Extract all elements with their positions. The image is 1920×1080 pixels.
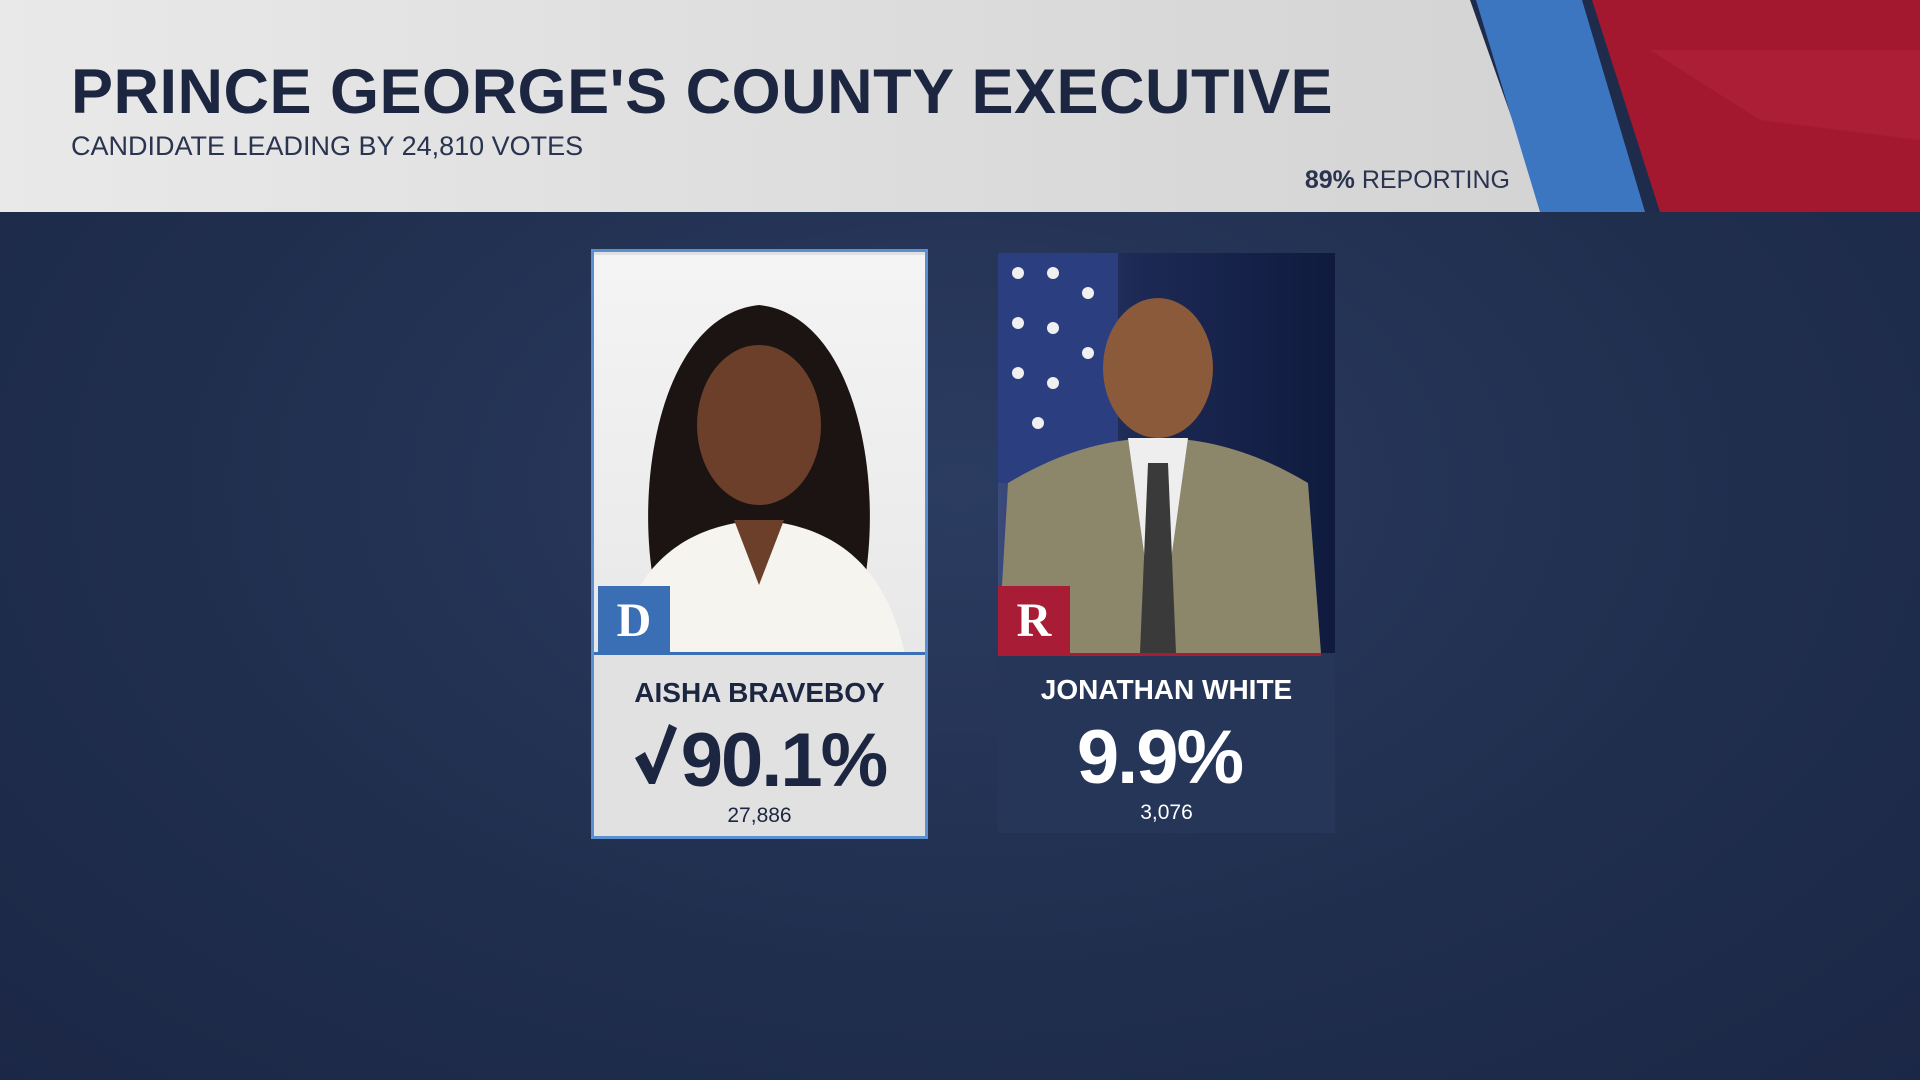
candidate-name: AISHA BRAVEBOY bbox=[634, 677, 885, 708]
divider bbox=[998, 653, 1321, 656]
red-accent bbox=[1650, 50, 1920, 140]
candidate-card: D AISHA BRAVEBOY 90.1% 27,886 bbox=[591, 249, 928, 839]
photo-placeholder bbox=[614, 305, 905, 655]
candidate-votes: 27,886 bbox=[727, 804, 792, 827]
percent-row: 90.1% bbox=[594, 717, 925, 804]
subtitle: CANDIDATE LEADING BY 24,810 VOTES bbox=[71, 131, 584, 161]
candidate-votes: 3,076 bbox=[1140, 801, 1193, 824]
candidate-percent: 90.1% bbox=[680, 718, 888, 803]
party-badge: D bbox=[598, 586, 670, 655]
candidate-photo bbox=[998, 253, 1335, 653]
photo-placeholder bbox=[998, 253, 1321, 653]
reporting-percent: 89% bbox=[1304, 166, 1355, 194]
header-stripes bbox=[1470, 0, 1920, 212]
winner-check bbox=[634, 724, 677, 784]
reporting: 89% REPORTING bbox=[1305, 166, 1510, 195]
blue-stripe bbox=[1476, 0, 1645, 212]
percent-row: 9.9% bbox=[998, 714, 1321, 801]
divider bbox=[594, 652, 925, 655]
candidate-photo bbox=[594, 255, 925, 655]
candidate-card: R JONATHAN WHITE 9.9% 3,076 bbox=[998, 253, 1335, 833]
header-band: PRINCE GEORGE'S COUNTY EXECUTIVE CANDIDA… bbox=[0, 0, 1920, 212]
party-badge: R bbox=[998, 586, 1070, 655]
candidate-percent: 9.9% bbox=[1076, 715, 1244, 800]
title: PRINCE GEORGE'S COUNTY EXECUTIVE bbox=[71, 57, 1334, 127]
reporting-label: REPORTING bbox=[1361, 166, 1510, 194]
candidate-name: JONATHAN WHITE bbox=[1040, 674, 1293, 705]
